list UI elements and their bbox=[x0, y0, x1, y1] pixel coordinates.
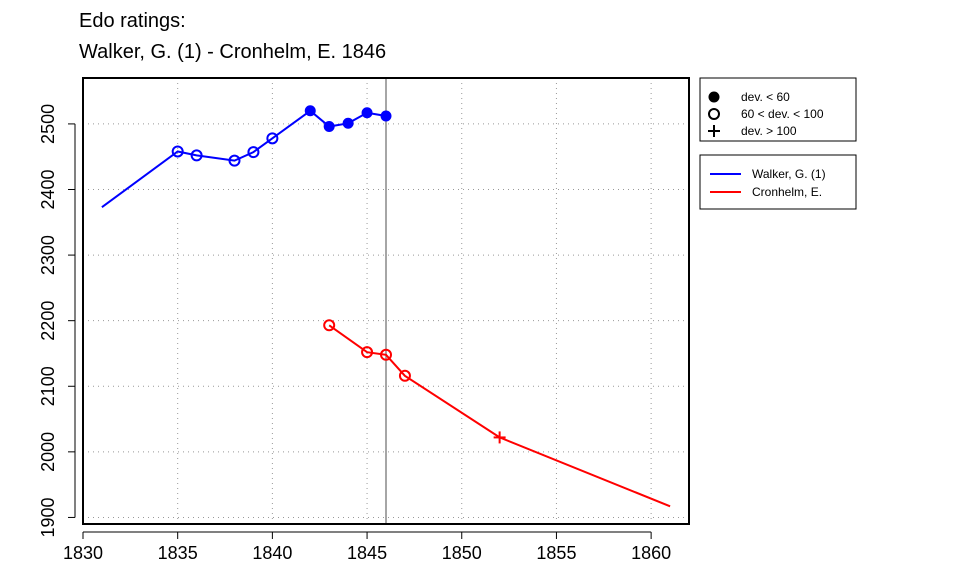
y-tick-label: 2100 bbox=[38, 366, 58, 406]
data-point bbox=[323, 319, 336, 332]
legend-series-label: Walker, G. (1) bbox=[752, 167, 826, 181]
x-tick-label: 1840 bbox=[252, 543, 292, 563]
data-point bbox=[361, 107, 373, 119]
series-layer bbox=[101, 105, 671, 508]
legend-marker-label: dev. > 100 bbox=[741, 124, 797, 138]
series-1 bbox=[101, 105, 392, 209]
data-point bbox=[247, 146, 260, 159]
y-tick-label: 2500 bbox=[38, 104, 58, 144]
data-point bbox=[171, 145, 184, 158]
x-tick-label: 1830 bbox=[63, 543, 103, 563]
y-tick-label: 2300 bbox=[38, 235, 58, 275]
legend-marker-label: 60 < dev. < 100 bbox=[741, 107, 824, 121]
x-axis: 1830 1835 1840 1845 1850 1855 1860 bbox=[63, 531, 671, 563]
data-point bbox=[228, 154, 241, 167]
series-line bbox=[328, 324, 671, 508]
marker-legend-box bbox=[699, 77, 857, 142]
y-axis: 1900 2000 2100 2200 2300 2400 2500 bbox=[38, 104, 76, 537]
series-2 bbox=[323, 319, 671, 508]
legend-marker-label: dev. < 60 bbox=[741, 90, 790, 104]
legend-marker-plus bbox=[708, 125, 720, 137]
y-tick-label: 2200 bbox=[38, 301, 58, 341]
marker-legend: dev. < 60 60 < dev. < 100 dev. > 100 bbox=[699, 77, 857, 142]
x-tick-label: 1860 bbox=[631, 543, 671, 563]
data-point bbox=[342, 117, 354, 129]
data-point bbox=[380, 110, 392, 122]
data-point bbox=[493, 431, 506, 444]
data-point bbox=[304, 105, 316, 117]
series-legend: Walker, G. (1) Cronhelm, E. bbox=[699, 154, 857, 210]
series-legend-box bbox=[699, 154, 857, 210]
y-tick-label: 2400 bbox=[38, 169, 58, 209]
chart-title-line2: Walker, G. (1) - Cronhelm, E. 1846 bbox=[79, 41, 387, 63]
data-point bbox=[190, 149, 203, 162]
x-tick-label: 1850 bbox=[442, 543, 482, 563]
plot-frame bbox=[82, 77, 690, 525]
series-line bbox=[101, 109, 387, 209]
chart-title-line1: Edo ratings: bbox=[79, 10, 186, 32]
data-point bbox=[398, 369, 411, 382]
x-tick-label: 1845 bbox=[347, 543, 387, 563]
data-point bbox=[323, 121, 335, 133]
data-point bbox=[266, 132, 279, 145]
y-tick-label: 1900 bbox=[38, 497, 58, 537]
data-point bbox=[380, 348, 392, 361]
legend-series-label: Cronhelm, E. bbox=[752, 185, 822, 199]
data-point bbox=[361, 346, 374, 359]
x-tick-label: 1835 bbox=[158, 543, 198, 563]
y-tick-label: 2000 bbox=[38, 432, 58, 472]
grid-lines bbox=[83, 78, 689, 524]
x-tick-label: 1855 bbox=[536, 543, 576, 563]
legend-marker-filled bbox=[708, 91, 720, 103]
legend-marker-open bbox=[708, 108, 720, 120]
